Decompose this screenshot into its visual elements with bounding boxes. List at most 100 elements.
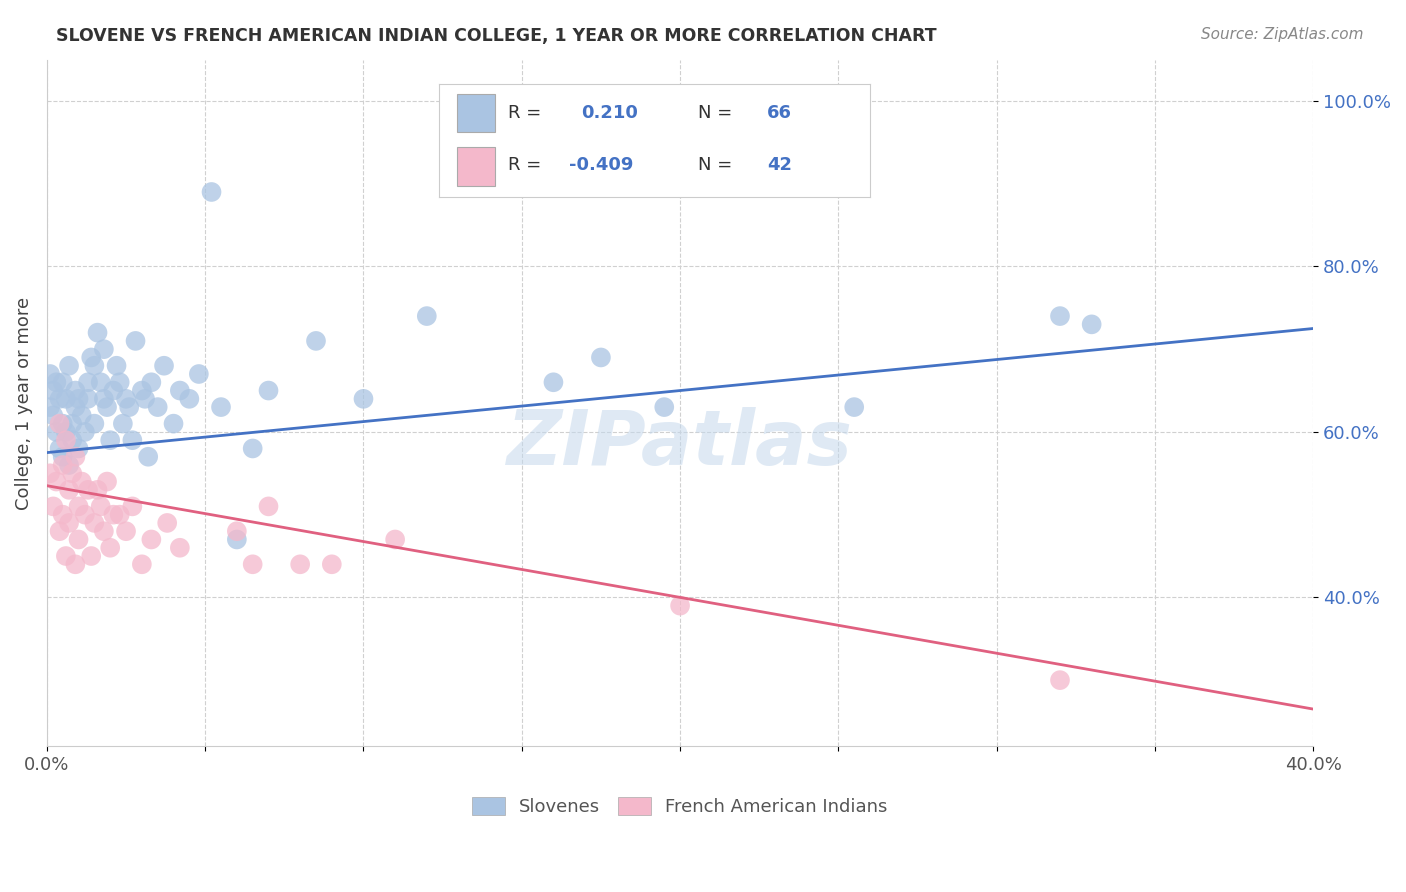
- Point: [77, 392, 100, 406]
- Point: [108, 376, 131, 390]
- Point: [60, 467, 83, 481]
- Point: [42, 500, 65, 514]
- Point: [52, 450, 75, 464]
- Point: [103, 384, 125, 398]
- Point: [86, 326, 108, 340]
- Point: [187, 367, 209, 381]
- Point: [65, 400, 87, 414]
- Point: [93, 392, 115, 406]
- Point: [45, 376, 67, 390]
- Point: [39, 467, 62, 481]
- Point: [543, 376, 565, 390]
- Text: ZIPatlas: ZIPatlas: [508, 407, 853, 481]
- Point: [77, 376, 100, 390]
- Point: [115, 524, 138, 539]
- Point: [67, 500, 90, 514]
- Point: [169, 541, 191, 555]
- Point: [98, 541, 121, 555]
- Point: [55, 433, 77, 447]
- Point: [52, 458, 75, 472]
- Point: [58, 359, 80, 373]
- Point: [48, 392, 70, 406]
- Point: [169, 384, 191, 398]
- Point: [136, 450, 159, 464]
- Point: [121, 433, 143, 447]
- Point: [209, 400, 232, 414]
- Point: [103, 508, 125, 522]
- Point: [60, 433, 83, 447]
- Point: [65, 558, 87, 572]
- Point: [225, 524, 247, 539]
- Point: [1049, 309, 1071, 323]
- Point: [844, 400, 866, 414]
- Point: [288, 558, 311, 572]
- Point: [124, 334, 146, 348]
- Point: [93, 524, 115, 539]
- Point: [242, 442, 264, 456]
- Point: [48, 442, 70, 456]
- Point: [55, 549, 77, 563]
- Text: Source: ZipAtlas.com: Source: ZipAtlas.com: [1201, 27, 1364, 42]
- Point: [55, 425, 77, 439]
- Point: [416, 309, 439, 323]
- Point: [48, 524, 70, 539]
- Point: [67, 442, 90, 456]
- Point: [115, 392, 138, 406]
- Point: [48, 417, 70, 431]
- Point: [45, 425, 67, 439]
- Point: [131, 384, 153, 398]
- Point: [1080, 318, 1102, 332]
- Point: [257, 500, 280, 514]
- Point: [83, 516, 105, 530]
- Point: [589, 351, 612, 365]
- Point: [65, 450, 87, 464]
- Point: [105, 359, 128, 373]
- Point: [652, 400, 675, 414]
- Point: [118, 400, 141, 414]
- Point: [141, 376, 163, 390]
- Point: [162, 417, 184, 431]
- Point: [242, 558, 264, 572]
- Point: [67, 533, 90, 547]
- Point: [58, 458, 80, 472]
- Point: [52, 417, 75, 431]
- Point: [80, 549, 103, 563]
- Point: [108, 508, 131, 522]
- Text: SLOVENE VS FRENCH AMERICAN INDIAN COLLEGE, 1 YEAR OR MORE CORRELATION CHART: SLOVENE VS FRENCH AMERICAN INDIAN COLLEG…: [56, 27, 936, 45]
- Point: [353, 392, 375, 406]
- Point: [86, 483, 108, 497]
- Point: [121, 500, 143, 514]
- Legend: Slovenes, French American Indians: Slovenes, French American Indians: [465, 789, 896, 823]
- Point: [146, 400, 169, 414]
- Point: [669, 599, 692, 613]
- Point: [58, 483, 80, 497]
- Y-axis label: College, 1 year or more: College, 1 year or more: [15, 296, 32, 509]
- Point: [65, 384, 87, 398]
- Point: [96, 475, 118, 489]
- Point: [90, 500, 112, 514]
- Point: [70, 409, 93, 423]
- Point: [42, 409, 65, 423]
- Point: [52, 508, 75, 522]
- Point: [1049, 673, 1071, 687]
- Point: [39, 367, 62, 381]
- Point: [321, 558, 343, 572]
- Point: [179, 392, 201, 406]
- Point: [305, 334, 328, 348]
- Point: [141, 533, 163, 547]
- Point: [39, 400, 62, 414]
- Point: [257, 384, 280, 398]
- Point: [134, 392, 156, 406]
- Point: [70, 475, 93, 489]
- Point: [60, 417, 83, 431]
- Point: [58, 516, 80, 530]
- Point: [83, 359, 105, 373]
- Point: [153, 359, 176, 373]
- Point: [384, 533, 406, 547]
- Point: [156, 516, 179, 530]
- Point: [80, 351, 103, 365]
- Point: [96, 400, 118, 414]
- Point: [52, 376, 75, 390]
- Point: [93, 342, 115, 356]
- Point: [73, 425, 96, 439]
